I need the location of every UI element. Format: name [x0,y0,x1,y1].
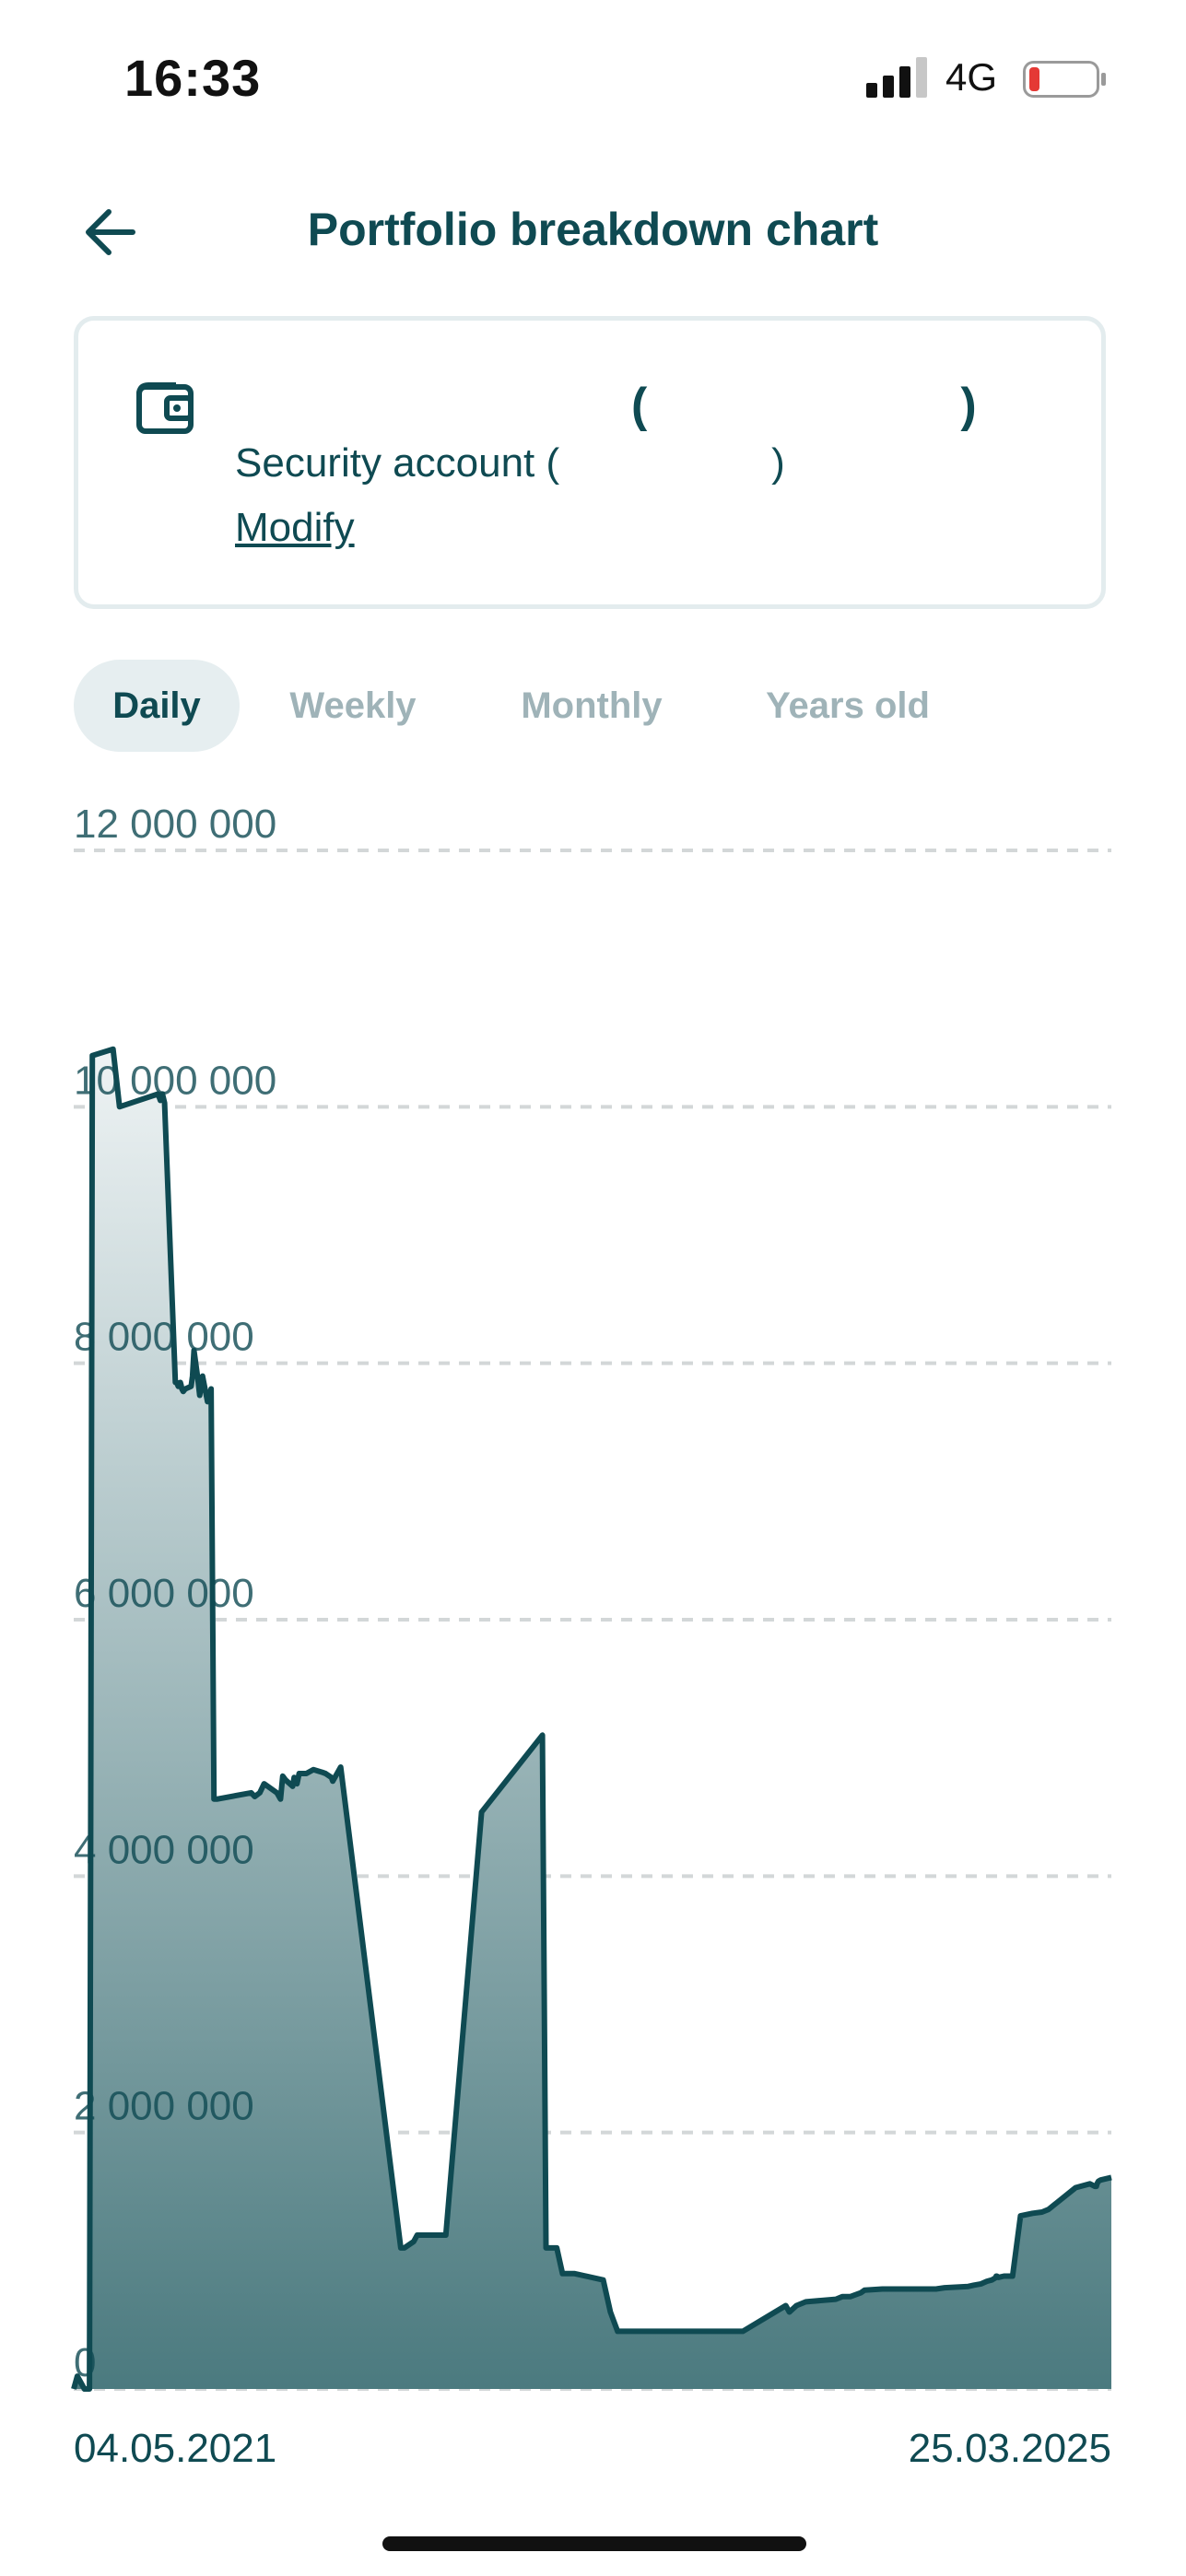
modify-link[interactable]: Modify [235,505,355,550]
page-title: Portfolio breakdown chart [307,204,879,255]
tab-daily[interactable]: Daily [74,660,240,752]
status-time: 16:33 [124,49,262,107]
y-tick-label: 8 000 000 [74,1315,254,1360]
x-axis-start-label: 04.05.2021 [74,2426,276,2471]
account-type: Security account () [235,440,785,486]
tab-weekly[interactable]: Weekly [289,685,417,726]
y-tick-label: 10 000 000 [74,1058,276,1103]
y-axis-labels: 0 2 000 000 4 000 000 6 000 000 8 000 000 10 … [74,802,276,2385]
y-tick-label: 12 000 000 [74,802,276,847]
account-type-close-paren: ) [771,440,785,486]
header: Portfolio breakdown chart [0,184,1186,276]
y-tick-label: 4 000 000 [74,1827,254,1872]
network-type-label: 4G [945,55,998,99]
tab-years-old[interactable]: Years old [766,685,930,726]
wallet-icon [136,382,194,434]
account-name-open-paren: ( [631,379,648,432]
arrow-left-icon[interactable] [77,199,144,265]
battery-icon [1023,61,1106,98]
x-axis-end-label: 25.03.2025 [909,2426,1111,2471]
series-line [71,1046,1112,2392]
status-bar: 16:33 4G [0,0,1186,157]
y-tick-label: 6 000 000 [74,1571,254,1616]
account-type-label: Security account ( [235,440,560,486]
period-tabs: Daily Weekly Monthly Years old [74,660,1106,752]
portfolio-area-chart: 0 2 000 000 4 000 000 6 000 000 8 000 000 10 … [71,802,1112,2471]
area-fill [74,1048,1111,2389]
home-indicator [382,2536,806,2551]
y-tick-label: 0 [74,2340,96,2385]
tab-monthly[interactable]: Monthly [521,685,663,726]
account-card: () Security account () Modify [74,316,1106,609]
y-tick-label: 2 000 000 [74,2084,254,2129]
account-name: () [235,378,977,433]
area-series [71,1046,1112,2392]
account-name-close-paren: ) [960,379,977,432]
signal-strength-icon [866,57,927,98]
